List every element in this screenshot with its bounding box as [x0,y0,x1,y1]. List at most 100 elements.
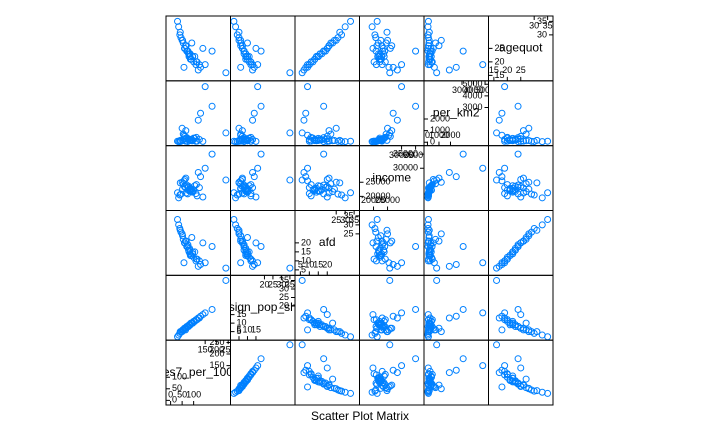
point [184,243,192,251]
point [519,237,527,245]
point [425,387,433,395]
point [388,42,396,50]
point [373,389,381,397]
point [501,362,509,370]
tick-label: 3000 [462,102,482,112]
point [201,83,209,91]
panel [424,216,487,272]
tick-label: 35 [285,280,295,290]
panel [298,341,355,397]
point [235,28,243,36]
point [522,375,530,383]
point [194,116,202,124]
point [393,369,401,377]
tick-label: 25 [268,280,278,290]
point [479,61,487,69]
point [189,187,197,195]
panel [368,216,420,272]
point [377,384,385,392]
point [298,69,306,77]
point [323,311,331,319]
point [372,386,380,394]
point [177,190,185,198]
point [189,53,197,61]
point [514,102,522,110]
point [498,109,506,117]
point [525,136,533,144]
point [222,69,230,77]
tick-label: 20 [322,260,332,270]
point [320,355,328,363]
point [498,177,506,185]
tick-label: 5000 [475,85,495,95]
point [230,17,238,25]
point [329,375,337,383]
point [189,248,197,256]
panel-frame [423,274,489,341]
tick-label: 0 [168,389,173,399]
point [452,63,460,71]
point [201,164,209,172]
point [377,232,385,240]
point [386,264,394,272]
point [191,248,199,256]
point [199,44,207,52]
point [501,164,509,172]
point [208,150,216,158]
point [347,17,355,25]
tick-label: 20 [259,280,269,290]
point [380,378,388,386]
tick-label: 250 [209,337,224,347]
point [519,137,527,145]
point [304,383,312,391]
point [424,389,432,397]
point [393,66,401,74]
point [514,243,522,251]
point [522,180,530,188]
point [412,305,420,313]
point [257,150,265,158]
point [238,127,246,135]
tick-label: 15 [313,260,323,270]
tick-label: 20 [502,65,512,75]
point [424,364,432,372]
point [235,179,243,187]
point [533,226,541,234]
point [237,136,245,144]
point [323,175,331,183]
tick-label: 3000 [452,85,472,95]
point [509,187,517,195]
point [425,187,433,195]
point [176,28,184,36]
point [370,255,378,263]
point [237,63,245,71]
point [250,261,258,269]
point [247,255,255,263]
point [509,248,517,256]
point [389,109,397,117]
tick-label: 25 [343,228,353,238]
panel-frame [165,274,231,341]
point [300,116,308,124]
point [372,47,380,55]
point [525,232,533,240]
point [424,225,432,233]
x-axis-label: Scatter Plot Matrix [311,409,409,423]
point [435,42,443,50]
point [304,177,312,185]
point [243,136,251,144]
point [249,184,257,192]
point [240,138,248,146]
point [383,387,391,395]
point [393,262,401,270]
tick-label: 25 [516,65,526,75]
point [176,179,184,187]
panel [174,150,230,202]
point [184,47,192,55]
point [336,28,344,36]
tick-label: 30 [340,215,350,225]
panel [424,150,487,202]
point [388,324,396,332]
